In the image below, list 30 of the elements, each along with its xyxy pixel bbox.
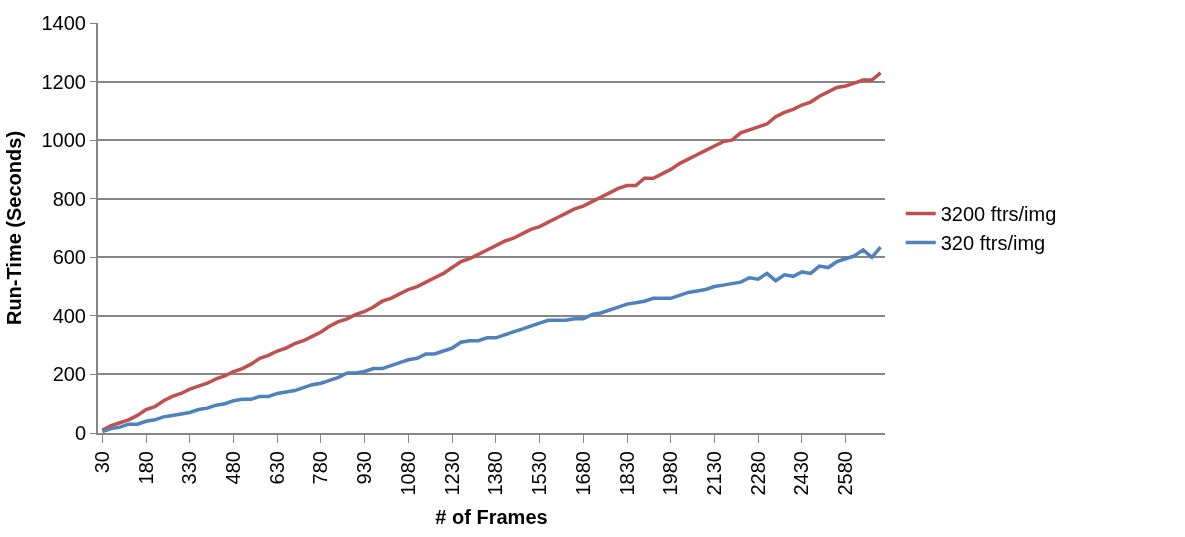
y-axis-title: Run-Time (Seconds): [2, 130, 25, 326]
x-tick-label: 930: [353, 451, 376, 485]
x-tick-label: 480: [222, 451, 245, 485]
x-tick-label: 330: [178, 451, 201, 485]
x-tick-label: 1530: [528, 451, 551, 496]
legend-label: 320 ftrs/img: [940, 232, 1046, 255]
y-tick-label: 1000: [41, 129, 86, 152]
y-tick-label: 0: [74, 422, 86, 444]
x-axis-title: # of Frames: [435, 505, 548, 528]
x-tick-label: 1980: [659, 451, 682, 496]
legend-label: 3200 ftrs/img: [940, 203, 1057, 226]
x-tick-label: 630: [265, 451, 288, 485]
y-tick-label: 800: [52, 187, 86, 210]
x-tick-label: 2130: [702, 451, 725, 496]
y-tick-label: 200: [52, 363, 86, 386]
x-tick-label: 1080: [396, 451, 419, 496]
x-tick-label: 30: [90, 451, 113, 474]
x-tick-label: 1230: [440, 451, 463, 496]
y-tick-label: 1400: [41, 12, 86, 34]
x-tick-label: 2580: [834, 451, 857, 496]
x-tick-label: 180: [134, 451, 157, 485]
x-tick-label: 780: [309, 451, 332, 485]
x-tick-label: 2430: [790, 451, 813, 496]
x-tick-label: 1380: [484, 451, 507, 496]
y-tick-label: 600: [52, 246, 86, 269]
y-tick-label: 400: [52, 304, 86, 327]
x-tick-label: 1830: [615, 451, 638, 496]
x-tick-label: 2280: [746, 451, 769, 496]
y-tick-label: 1200: [41, 70, 86, 93]
x-tick-label: 1680: [571, 451, 594, 496]
